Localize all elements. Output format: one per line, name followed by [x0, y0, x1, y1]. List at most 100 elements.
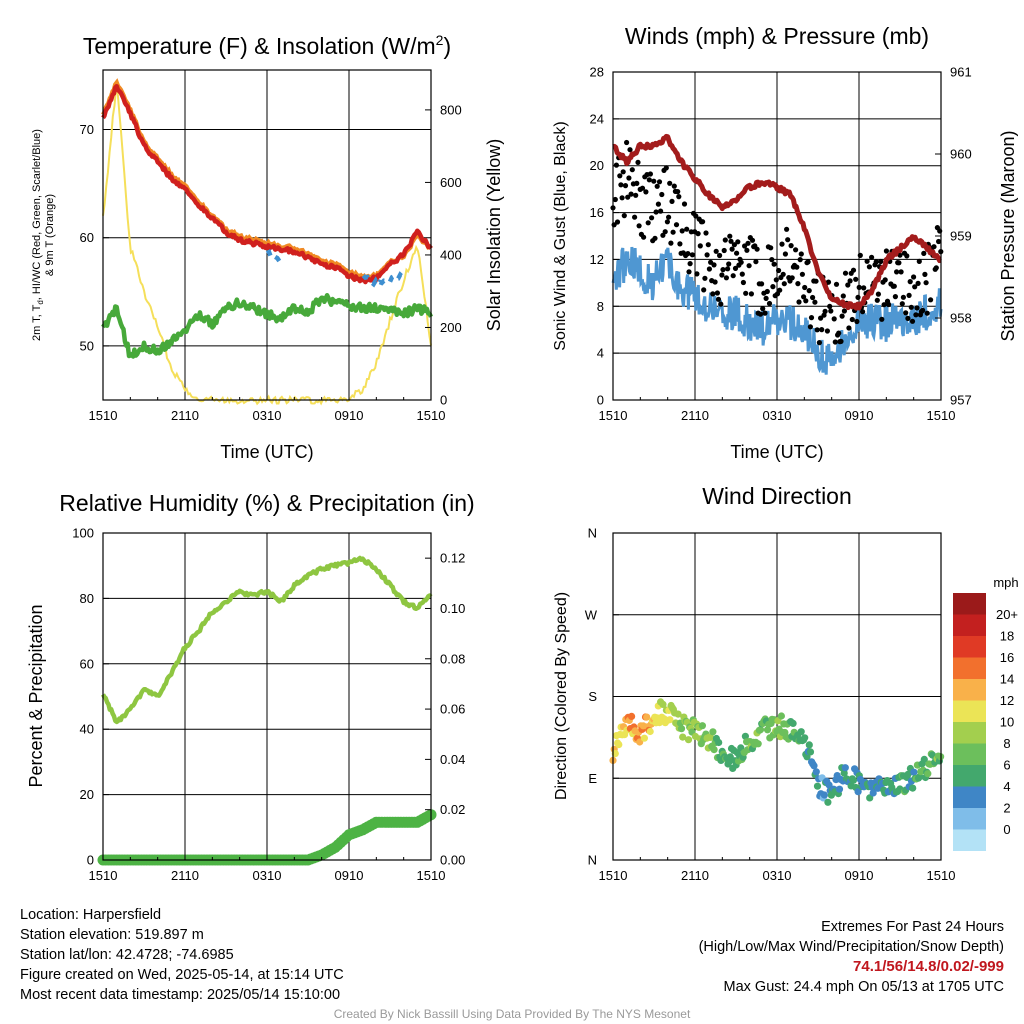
humidity-x-tick-label: 1510 [89, 868, 118, 883]
gust-point [854, 318, 860, 325]
gust-point [814, 327, 820, 333]
direction-point [840, 769, 848, 777]
direction-point [659, 700, 667, 709]
gust-point [873, 259, 879, 265]
gust-point [770, 284, 776, 290]
colorbar-title: mph [993, 575, 1018, 590]
gust-point [666, 214, 672, 220]
gust-point [701, 287, 707, 293]
precipitation-y-tick-label: 0.10 [440, 601, 465, 616]
gust-point [794, 264, 800, 270]
direction-point [710, 746, 718, 754]
direction-point [709, 728, 717, 736]
temperature-x-tick-label: 0310 [253, 408, 282, 423]
temperature-y-tick-label: 70 [80, 122, 94, 137]
gust-point [676, 194, 682, 200]
gust-point [651, 178, 657, 184]
gust-point [784, 226, 790, 232]
gust-point [896, 260, 902, 266]
temperature-y-axis-label: 2m T, Td, HI/WC (Red, Green, Scarlet/Blu… [31, 129, 56, 341]
gust-point [897, 252, 903, 258]
gust-point [883, 248, 890, 254]
humidity-panel: Relative Humidity (%) & Precipitation (i… [26, 490, 475, 883]
gust-point [922, 271, 928, 277]
direction-point [628, 712, 636, 721]
gust-point [839, 313, 845, 319]
gust-point [905, 315, 911, 321]
gust-point [744, 247, 750, 253]
gust-point [754, 246, 760, 252]
gust-point [933, 265, 939, 271]
gust-point [656, 179, 663, 185]
gust-point [913, 312, 919, 318]
gust-point [653, 209, 659, 215]
gust-point [881, 302, 887, 308]
gust-point [685, 251, 691, 257]
gust-point [911, 274, 917, 280]
colorbar-swatch [953, 829, 986, 851]
gust-point [915, 280, 921, 286]
colorbar-swatch [953, 808, 986, 830]
precipitation-y-tick-label: 0.00 [440, 853, 465, 868]
colorbar-label: 10 [1000, 715, 1014, 730]
gust-point [612, 196, 618, 203]
colorbar-swatch [953, 765, 986, 787]
direction-x-tick-label: 2110 [681, 868, 709, 883]
gust-point [706, 266, 713, 272]
gust-point [928, 297, 934, 303]
gust-point [874, 297, 880, 303]
extremes-box: Extremes For Past 24 Hours (High/Low/Max… [699, 917, 1004, 997]
gust-point [703, 230, 709, 236]
direction-x-tick-label: 0910 [845, 868, 874, 883]
gust-point [664, 219, 671, 225]
gust-point [613, 162, 620, 168]
gust-point [663, 165, 669, 171]
direction-point [756, 726, 765, 734]
colorbar-swatch [953, 679, 986, 701]
gust-point [614, 219, 621, 225]
pressure-y-tick-label: 958 [950, 311, 972, 326]
gust-point [840, 293, 846, 299]
direction-point [849, 776, 858, 784]
insolation-y-tick-label: 400 [440, 247, 462, 262]
gust-point [655, 201, 662, 207]
gust-point [900, 294, 907, 300]
gust-point [704, 252, 710, 258]
gust-point [855, 294, 861, 300]
gust-point [914, 305, 920, 311]
gust-point [768, 245, 774, 251]
direction-y-tick-label: W [585, 607, 598, 622]
gust-point [668, 240, 674, 246]
winds-y-axis-label: Sonic Wind & Gust (Blue, Black) [552, 121, 569, 350]
direction-point [615, 741, 623, 749]
direction-y-tick-label: N [588, 526, 597, 541]
gust-point [745, 240, 751, 246]
created-text: Figure created on Wed, 2025-05-14, at 15… [20, 967, 344, 983]
gust-point [727, 233, 733, 239]
gust-point [625, 194, 631, 200]
windchill-line [265, 248, 404, 290]
gust-point [894, 269, 900, 275]
gust-point [904, 253, 910, 259]
temperature-x-tick-label: 1510 [417, 408, 446, 423]
winds-x-tick-label: 0910 [845, 408, 874, 423]
gust-point [801, 294, 807, 300]
gust-point [909, 318, 916, 324]
gust-point [689, 252, 696, 258]
gust-point [824, 328, 831, 334]
gust-point [879, 316, 885, 322]
winds-y-tick-label: 20 [590, 158, 604, 173]
gust-point [636, 223, 642, 229]
winds-y-tick-label: 24 [590, 111, 604, 126]
gust-point [924, 310, 930, 316]
gust-point [849, 316, 855, 323]
temperature-title: Temperature (F) & Insolation (W/m2) [83, 32, 451, 59]
gust-point [629, 167, 635, 173]
insolation-y-axis-label: Solar Insolation (Yellow) [484, 139, 504, 331]
gust-point [643, 189, 649, 195]
gust-point [717, 252, 723, 259]
gust-point [618, 182, 624, 188]
insolation-y-tick-label: 0 [440, 393, 447, 408]
gust-point [634, 180, 640, 186]
direction-point [841, 764, 849, 772]
